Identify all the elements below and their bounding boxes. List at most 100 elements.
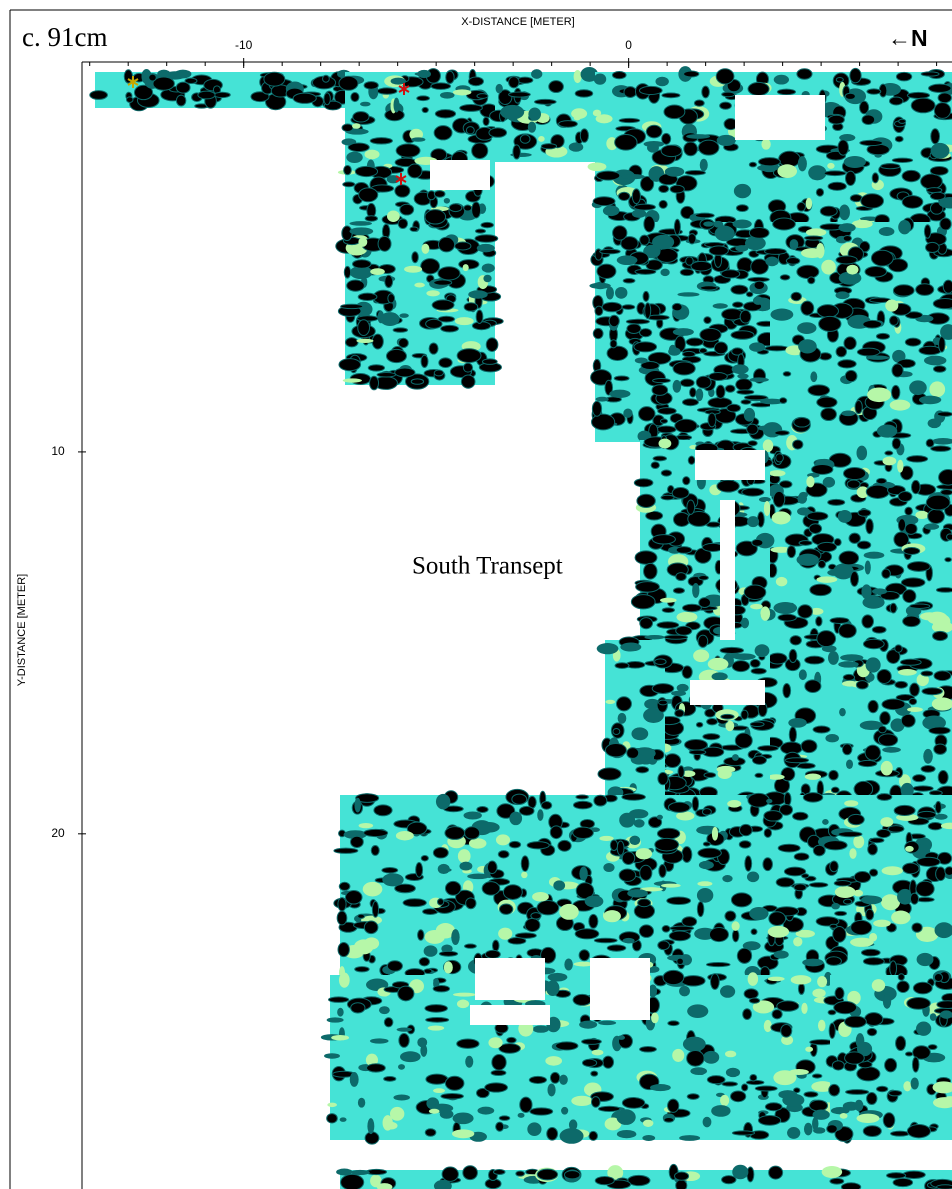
- texture-blob: [813, 845, 825, 856]
- texture-blob: [722, 92, 735, 97]
- texture-gap: [590, 958, 650, 1020]
- texture-blob: [636, 767, 649, 773]
- texture-blob: [264, 72, 285, 86]
- texture-blob: [888, 826, 904, 833]
- texture-blob: [692, 583, 699, 598]
- texture-blob: [459, 260, 479, 269]
- texture-blob: [500, 105, 524, 120]
- texture-blob: [475, 235, 498, 243]
- texture-blob: [839, 624, 857, 638]
- texture-blob: [455, 242, 471, 250]
- texture-blob: [550, 1072, 559, 1083]
- texture-blob: [722, 875, 732, 882]
- texture-blob: [845, 171, 855, 185]
- texture-blob: [660, 419, 667, 423]
- texture-blob: [711, 1105, 730, 1117]
- texture-blob: [775, 431, 790, 436]
- texture-blob: [739, 841, 751, 848]
- texture-blob: [659, 700, 668, 705]
- texture-blob: [764, 501, 770, 516]
- texture-blob: [830, 924, 837, 928]
- texture-blob: [571, 1096, 592, 1106]
- texture-blob: [599, 836, 613, 841]
- texture-blob: [488, 1037, 502, 1048]
- texture-blob: [451, 929, 459, 945]
- texture-blob: [617, 841, 624, 855]
- texture-blob: [537, 1169, 557, 1180]
- texture-blob: [721, 270, 740, 278]
- texture-blob: [341, 1174, 364, 1189]
- texture-blob: [812, 989, 825, 998]
- texture-blob: [877, 669, 891, 683]
- texture-blob: [930, 1013, 937, 1021]
- texture-blob: [798, 156, 807, 171]
- texture-blob: [612, 71, 626, 78]
- texture-blob: [353, 112, 369, 122]
- texture-blob: [861, 194, 884, 208]
- texture-blob: [592, 1050, 604, 1056]
- texture-blob: [626, 319, 649, 324]
- texture-blob: [591, 1071, 598, 1076]
- texture-blob: [595, 1177, 614, 1185]
- texture-blob: [383, 1115, 393, 1130]
- texture-blob: [665, 167, 684, 177]
- texture-blob: [682, 847, 692, 863]
- texture-blob: [452, 1129, 474, 1138]
- texture-blob: [698, 848, 721, 858]
- texture-blob: [425, 1005, 448, 1013]
- texture-blob: [437, 899, 443, 905]
- texture-blob: [598, 768, 621, 780]
- texture-blob: [835, 987, 844, 999]
- texture-blob: [790, 239, 799, 250]
- texture-blob: [698, 140, 719, 155]
- texture-blob: [613, 226, 627, 240]
- texture-blob: [862, 615, 874, 628]
- texture-blob: [432, 300, 454, 310]
- texture-blob: [433, 847, 448, 858]
- texture-blob: [827, 1125, 838, 1133]
- texture-blob: [805, 774, 821, 780]
- texture-blob: [798, 605, 813, 618]
- texture-blob: [732, 364, 749, 374]
- texture-blob: [864, 552, 885, 559]
- texture-blob: [820, 206, 837, 216]
- texture-blob: [679, 1135, 700, 1141]
- texture-blob: [718, 769, 732, 779]
- texture-blob: [425, 210, 446, 224]
- texture-blob: [668, 1099, 679, 1112]
- texture-blob: [640, 1047, 657, 1053]
- texture-blob: [657, 622, 679, 629]
- texture-blob: [658, 772, 668, 784]
- texture-blob: [457, 1000, 469, 1009]
- texture-blob: [924, 356, 946, 366]
- texture-blob: [635, 551, 657, 564]
- texture-blob: [363, 882, 383, 897]
- texture-blob: [438, 267, 460, 280]
- texture-blob: [673, 588, 684, 593]
- texture-blob: [439, 951, 457, 956]
- texture-gap: [470, 1005, 550, 1025]
- texture-blob: [519, 806, 534, 815]
- texture-blob: [917, 953, 934, 966]
- texture-blob: [866, 355, 889, 359]
- texture-blob: [768, 926, 789, 938]
- texture-blob: [774, 950, 789, 958]
- texture-blob: [622, 305, 635, 310]
- texture-blob: [477, 807, 488, 813]
- texture-blob: [720, 102, 732, 109]
- texture-blob: [527, 842, 549, 849]
- texture-blob: [655, 659, 666, 665]
- texture-blob: [438, 237, 454, 252]
- texture-blob: [802, 874, 809, 878]
- texture-blob: [609, 390, 630, 398]
- texture-blob: [429, 1109, 440, 1114]
- texture-blob: [707, 1076, 725, 1084]
- texture-blob: [589, 914, 598, 928]
- texture-blob: [774, 75, 789, 85]
- texture-blob: [732, 661, 749, 672]
- texture-blob: [668, 1021, 679, 1026]
- texture-blob: [498, 851, 509, 858]
- texture-blob: [838, 223, 855, 232]
- texture-blob: [569, 142, 584, 151]
- texture-blob: [776, 878, 794, 887]
